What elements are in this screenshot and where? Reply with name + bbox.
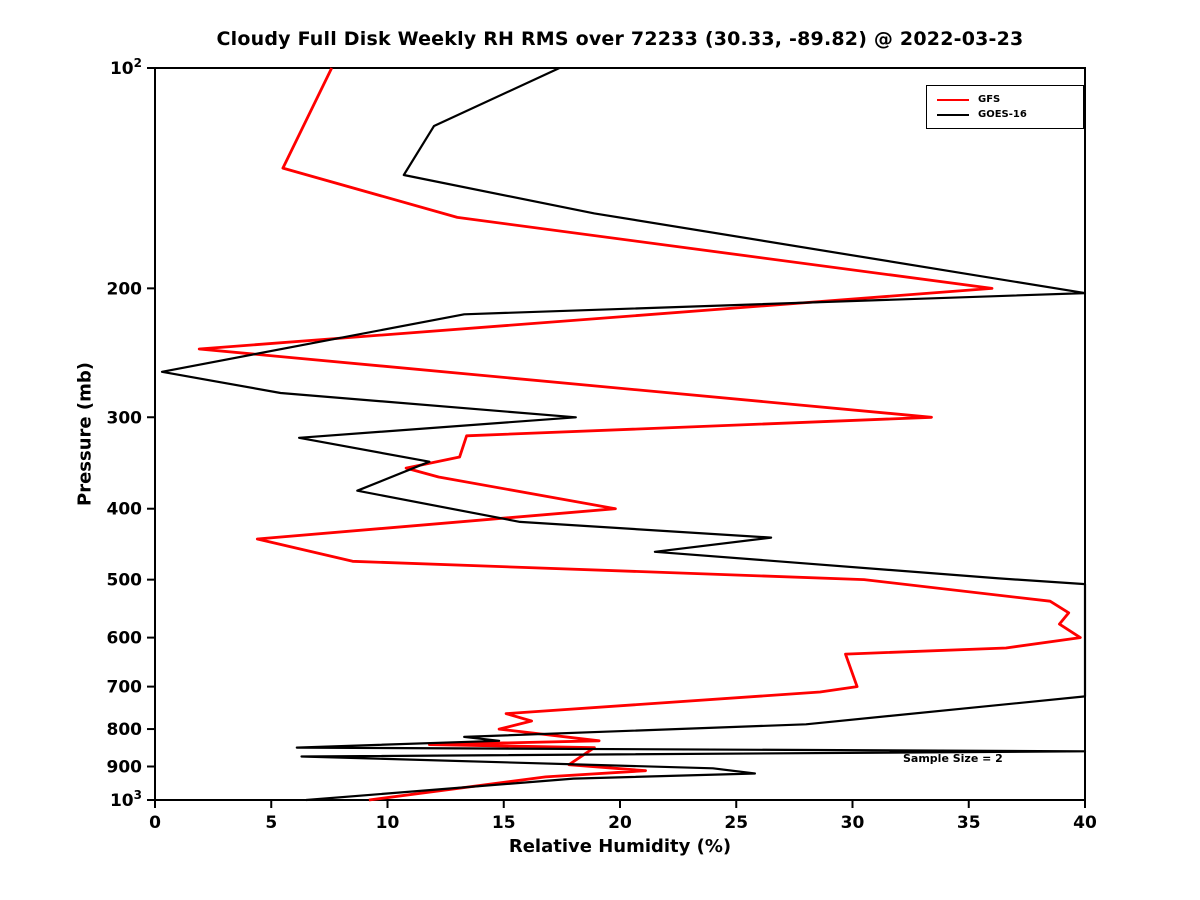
chart-title: Cloudy Full Disk Weekly RH RMS over 7223… xyxy=(216,28,1024,50)
y-tick-label: 700 xyxy=(107,678,143,698)
sample-size-annotation: Sample Size = 2 xyxy=(903,752,1003,765)
y-tick-label: 103 xyxy=(110,788,142,811)
x-tick-label: 0 xyxy=(149,813,161,833)
y-tick-label: 500 xyxy=(107,571,143,591)
legend-entry-goes16: GOES-16 xyxy=(937,107,1083,122)
x-tick-label: 40 xyxy=(1073,813,1097,833)
y-tick-label: 400 xyxy=(107,500,143,520)
x-tick-label: 30 xyxy=(841,813,865,833)
goes16-line xyxy=(160,67,1087,802)
y-tick-label: 600 xyxy=(107,629,143,649)
legend-label-goes16: GOES-16 xyxy=(978,108,1027,120)
y-tick-label: 200 xyxy=(107,279,143,299)
x-tick-label: 20 xyxy=(608,813,632,833)
y-tick-label: 900 xyxy=(107,758,143,778)
gfs-line-sample xyxy=(937,98,969,101)
legend-label-gfs: GFS xyxy=(978,93,1001,105)
x-tick-label: 25 xyxy=(724,813,748,833)
y-tick-label: 800 xyxy=(107,720,143,740)
gfs-line xyxy=(197,67,1082,802)
legend-entry-gfs: GFS xyxy=(937,92,1083,107)
x-tick-label: 35 xyxy=(957,813,981,833)
goes16-line-sample xyxy=(937,113,969,116)
y-axis-label: Pressure (mb) xyxy=(74,362,96,506)
x-tick-label: 5 xyxy=(265,813,277,833)
y-tick-label: 300 xyxy=(107,408,143,428)
legend: GFS GOES-16 xyxy=(926,85,1084,129)
x-tick-label: 10 xyxy=(376,813,400,833)
x-tick-label: 15 xyxy=(492,813,516,833)
y-tick-label: 102 xyxy=(110,56,142,79)
plot-border xyxy=(154,67,1086,801)
x-axis-label: Relative Humidity (%) xyxy=(508,836,732,857)
